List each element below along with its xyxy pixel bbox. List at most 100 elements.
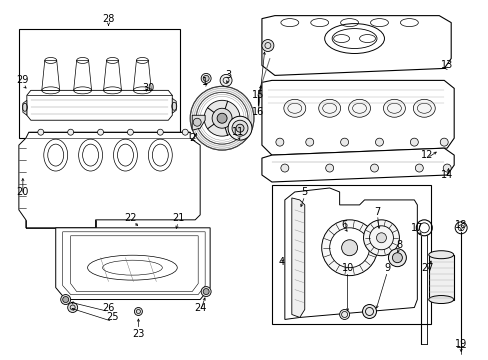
Text: 14: 14 xyxy=(440,170,452,180)
Text: 15: 15 xyxy=(251,90,264,100)
Circle shape xyxy=(376,233,386,243)
Circle shape xyxy=(375,138,383,146)
Text: 10: 10 xyxy=(341,263,353,273)
Text: 4: 4 xyxy=(278,257,285,267)
Ellipse shape xyxy=(383,99,405,117)
Circle shape xyxy=(220,75,232,86)
Circle shape xyxy=(38,129,44,135)
Text: 8: 8 xyxy=(396,240,402,250)
Polygon shape xyxy=(23,100,27,115)
Ellipse shape xyxy=(324,24,384,54)
Polygon shape xyxy=(262,15,450,75)
Text: 11: 11 xyxy=(231,127,244,137)
Circle shape xyxy=(341,240,357,256)
Polygon shape xyxy=(262,80,453,155)
Polygon shape xyxy=(74,60,91,90)
Text: 26: 26 xyxy=(102,302,115,312)
Polygon shape xyxy=(41,60,60,90)
Text: 22: 22 xyxy=(124,213,137,223)
Polygon shape xyxy=(192,115,205,130)
Text: 3: 3 xyxy=(224,71,231,80)
Polygon shape xyxy=(103,60,121,90)
Circle shape xyxy=(329,228,369,268)
Circle shape xyxy=(409,138,417,146)
Circle shape xyxy=(370,164,378,172)
Ellipse shape xyxy=(283,99,305,117)
Circle shape xyxy=(201,73,211,84)
Circle shape xyxy=(280,164,288,172)
Ellipse shape xyxy=(428,251,453,259)
Text: 21: 21 xyxy=(172,213,184,223)
Text: 6: 6 xyxy=(341,220,347,230)
Text: 9: 9 xyxy=(384,263,390,273)
Polygon shape xyxy=(291,198,304,318)
Circle shape xyxy=(212,108,232,128)
Circle shape xyxy=(203,289,209,294)
Circle shape xyxy=(67,302,78,312)
Circle shape xyxy=(414,164,423,172)
Text: 27: 27 xyxy=(420,263,433,273)
Text: 25: 25 xyxy=(106,312,119,323)
Circle shape xyxy=(236,124,244,132)
Circle shape xyxy=(321,220,377,276)
Bar xyxy=(19,28,180,138)
Text: 19: 19 xyxy=(454,339,467,349)
Circle shape xyxy=(325,164,333,172)
Circle shape xyxy=(196,92,247,144)
Circle shape xyxy=(275,138,283,146)
Polygon shape xyxy=(27,90,172,120)
Circle shape xyxy=(339,310,349,319)
Circle shape xyxy=(232,120,247,136)
Polygon shape xyxy=(19,132,200,228)
Text: 13: 13 xyxy=(440,60,452,71)
Text: 28: 28 xyxy=(102,14,115,24)
Circle shape xyxy=(227,116,251,140)
Text: 7: 7 xyxy=(374,207,380,217)
Text: 24: 24 xyxy=(194,302,206,312)
Circle shape xyxy=(157,129,163,135)
Ellipse shape xyxy=(318,99,340,117)
Text: 30: 30 xyxy=(142,84,154,93)
Text: 17: 17 xyxy=(410,223,423,233)
Polygon shape xyxy=(133,60,151,90)
Circle shape xyxy=(62,297,68,302)
Circle shape xyxy=(439,138,447,146)
Text: 1: 1 xyxy=(202,77,208,87)
Bar xyxy=(428,255,453,300)
Polygon shape xyxy=(262,148,453,182)
Ellipse shape xyxy=(428,296,453,303)
Circle shape xyxy=(61,294,71,305)
Ellipse shape xyxy=(412,99,434,117)
Circle shape xyxy=(190,86,253,150)
Text: 12: 12 xyxy=(420,150,432,160)
Circle shape xyxy=(67,129,74,135)
Polygon shape xyxy=(285,188,416,319)
Text: 18: 18 xyxy=(454,220,467,230)
Text: 23: 23 xyxy=(132,329,144,339)
Circle shape xyxy=(98,129,103,135)
Text: 29: 29 xyxy=(17,75,29,85)
Circle shape xyxy=(201,287,211,297)
Polygon shape xyxy=(56,228,210,300)
Circle shape xyxy=(392,253,402,263)
Circle shape xyxy=(363,220,399,256)
Circle shape xyxy=(193,118,201,126)
Polygon shape xyxy=(172,98,176,113)
Circle shape xyxy=(134,307,142,315)
Text: 5: 5 xyxy=(301,187,307,197)
Circle shape xyxy=(127,129,133,135)
Circle shape xyxy=(262,40,273,51)
Text: 16: 16 xyxy=(251,107,264,117)
Ellipse shape xyxy=(348,99,370,117)
Circle shape xyxy=(362,305,376,319)
Circle shape xyxy=(305,138,313,146)
Circle shape xyxy=(442,164,450,172)
Circle shape xyxy=(182,129,188,135)
Circle shape xyxy=(203,100,240,136)
Circle shape xyxy=(387,249,406,267)
Circle shape xyxy=(217,113,226,123)
Circle shape xyxy=(203,75,209,81)
Bar xyxy=(271,185,430,324)
Circle shape xyxy=(340,138,348,146)
Text: 20: 20 xyxy=(17,187,29,197)
